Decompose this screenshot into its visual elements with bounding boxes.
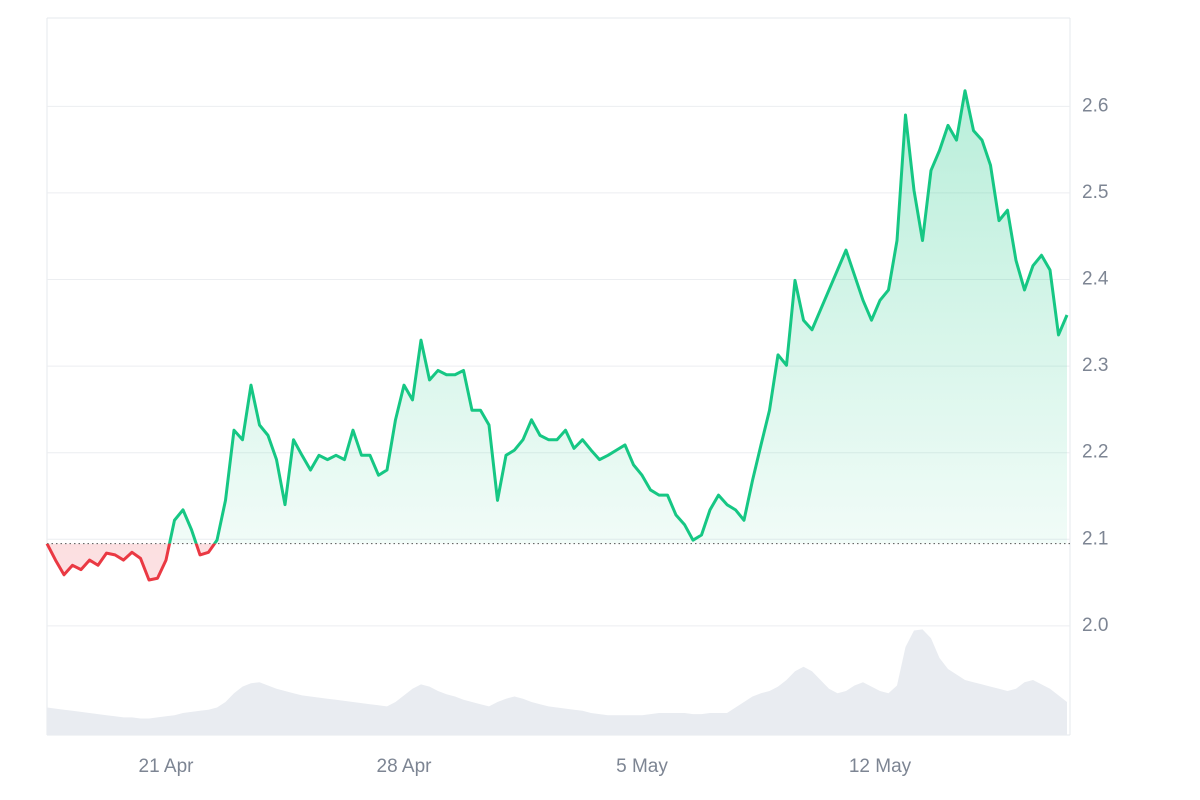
x-tick-label: 21 Apr — [139, 756, 195, 777]
y-tick-label: 2.0 — [1082, 615, 1108, 636]
y-tick-label: 2.5 — [1082, 182, 1108, 203]
y-tick-label: 2.6 — [1082, 95, 1108, 116]
y-tick-label: 2.4 — [1082, 269, 1109, 290]
price-line-up — [47, 89, 1069, 544]
x-tick-label: 28 Apr — [377, 756, 433, 777]
x-tick-label: 5 May — [616, 756, 668, 777]
area-up — [169, 90, 1067, 544]
y-tick-label: 2.2 — [1082, 442, 1108, 463]
y-tick-label: 2.1 — [1082, 528, 1108, 549]
y-tick-label: 2.3 — [1082, 355, 1108, 376]
x-tick-label: 12 May — [849, 756, 912, 777]
volume-area — [47, 629, 1067, 735]
